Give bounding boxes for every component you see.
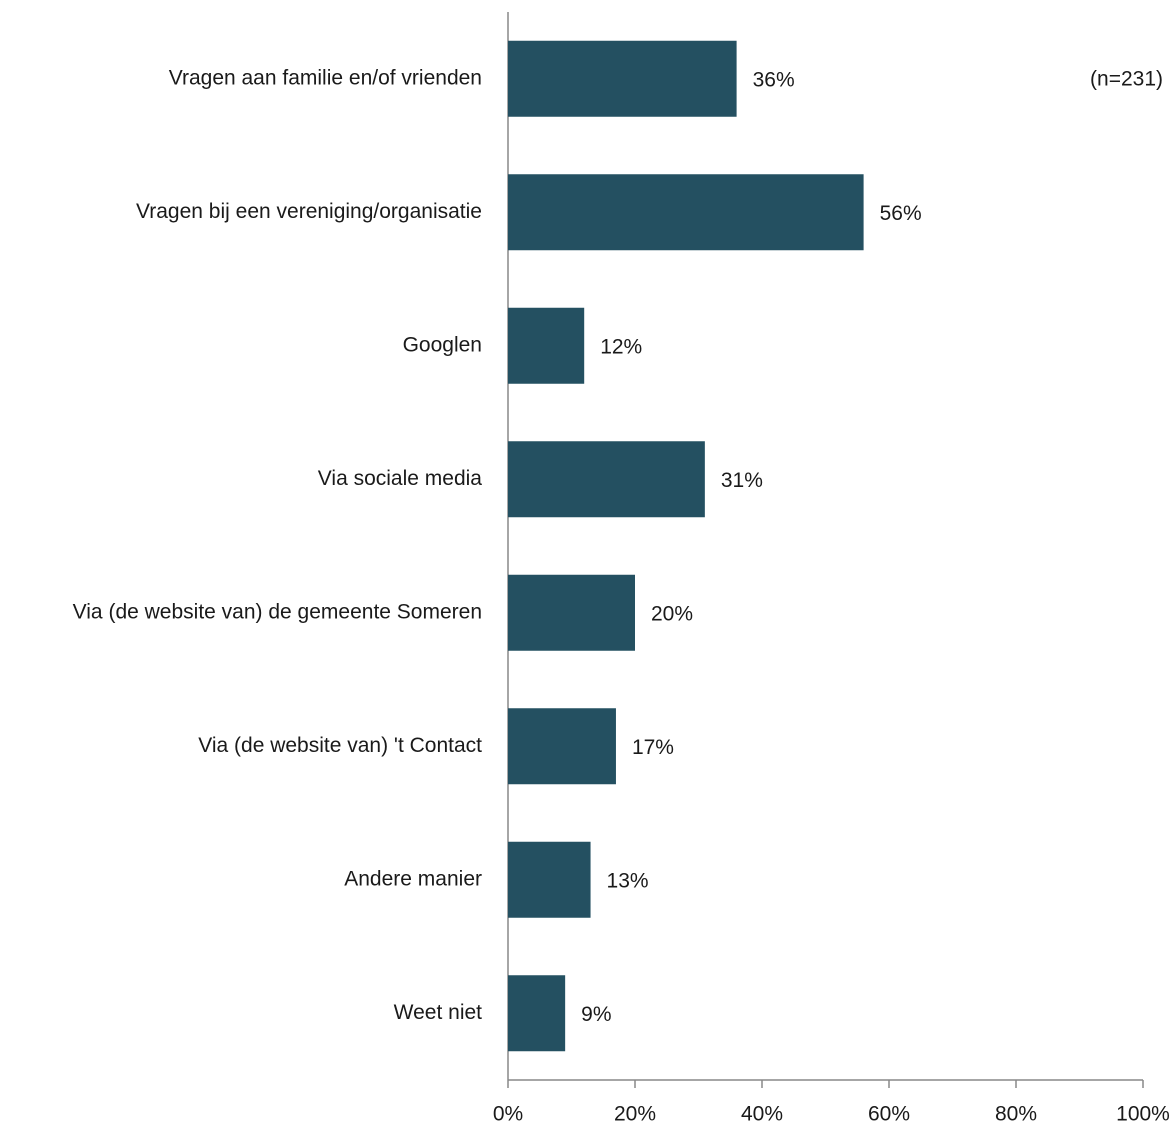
value-label: 31% bbox=[721, 469, 763, 492]
y-tick-label: Andere manier bbox=[344, 867, 482, 890]
y-tick-label: Via (de website van) de gemeente Someren bbox=[73, 600, 482, 623]
value-label: 36% bbox=[753, 68, 795, 91]
y-tick-label: Vragen aan familie en/of vrienden bbox=[169, 66, 482, 89]
y-tick-label: Via sociale media bbox=[318, 467, 483, 490]
bar bbox=[508, 307, 585, 384]
x-tick-label: 20% bbox=[614, 1103, 656, 1126]
x-tick-label: 0% bbox=[493, 1103, 523, 1126]
value-label: 17% bbox=[632, 736, 674, 759]
bar bbox=[508, 574, 635, 651]
bar bbox=[508, 40, 737, 117]
x-tick-label: 60% bbox=[868, 1103, 910, 1126]
x-tick-label: 100% bbox=[1116, 1103, 1170, 1126]
y-tick-label: Googlen bbox=[403, 333, 482, 356]
value-label: 12% bbox=[600, 335, 642, 358]
annotation: (n=231) bbox=[1090, 68, 1163, 91]
y-tick-label: Via (de website van) 't Contact bbox=[198, 734, 482, 757]
y-tick-label: Vragen bij een vereniging/organisatie bbox=[136, 200, 482, 223]
value-label: 13% bbox=[607, 869, 649, 892]
bar bbox=[508, 174, 864, 251]
bar bbox=[508, 841, 591, 918]
bar bbox=[508, 975, 566, 1052]
value-label: 56% bbox=[880, 202, 922, 225]
bar bbox=[508, 708, 616, 785]
bar bbox=[508, 441, 705, 518]
x-tick-label: 80% bbox=[995, 1103, 1037, 1126]
y-tick-label: Weet niet bbox=[394, 1001, 482, 1024]
value-label: 20% bbox=[651, 602, 693, 625]
x-tick-label: 40% bbox=[741, 1103, 783, 1126]
value-label: 9% bbox=[581, 1003, 611, 1026]
